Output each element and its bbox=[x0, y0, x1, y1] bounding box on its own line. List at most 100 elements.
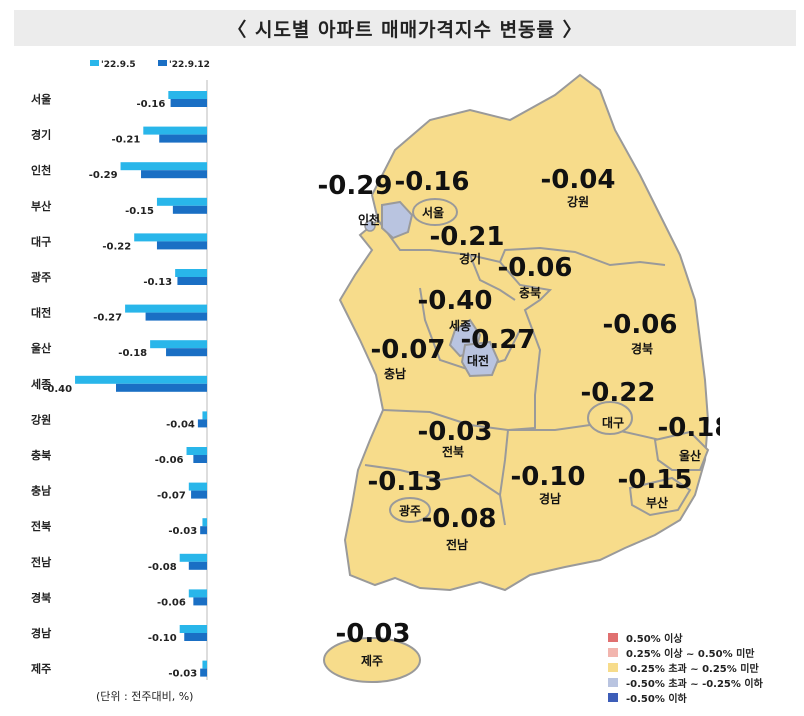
seoul-shape bbox=[412, 198, 458, 226]
data-label: -0.04 bbox=[166, 419, 195, 430]
bar-curr bbox=[200, 668, 207, 677]
region-value: -0.08 bbox=[422, 504, 497, 534]
category-label: 전북 bbox=[31, 519, 51, 533]
region-value: -0.18 bbox=[658, 413, 720, 443]
bar-curr bbox=[156, 241, 207, 250]
category-label: 충남 bbox=[31, 484, 51, 498]
region-value: -0.10 bbox=[511, 462, 586, 492]
legend-row: -0.50% 이하 bbox=[608, 690, 763, 705]
legend-color-swatch bbox=[608, 678, 618, 687]
data-label: -0.29 bbox=[89, 170, 118, 181]
bar-curr bbox=[172, 205, 207, 214]
daegu-shape bbox=[587, 401, 633, 435]
data-label: -0.18 bbox=[118, 348, 147, 359]
bar-prev bbox=[75, 375, 207, 384]
category-label: 제주 bbox=[31, 662, 51, 676]
legend-row: 0.25% 이상 ~ 0.50% 미만 bbox=[608, 645, 763, 660]
bar-prev bbox=[156, 197, 207, 206]
category-label: 경기 bbox=[31, 128, 51, 142]
bar-prev bbox=[125, 304, 207, 313]
map-shapes bbox=[323, 73, 710, 683]
category-label: 광주 bbox=[31, 271, 51, 284]
region-value: -0.06 bbox=[603, 310, 678, 340]
province-borders bbox=[364, 219, 695, 526]
legend-swatch-1 bbox=[90, 60, 99, 66]
region-value: -0.03 bbox=[418, 417, 493, 447]
region-value: -0.13 bbox=[368, 467, 443, 497]
category-label: 경북 bbox=[31, 590, 51, 604]
legend-label: -0.25% 초과 ~ 0.25% 미만 bbox=[626, 664, 759, 675]
region-value: -0.27 bbox=[461, 325, 536, 355]
bar-prev bbox=[168, 91, 207, 99]
category-label: 전남 bbox=[31, 555, 51, 569]
bar-curr bbox=[193, 455, 207, 463]
bar-prev bbox=[186, 447, 207, 455]
category-label: 울산 bbox=[31, 341, 51, 355]
region-value: -0.04 bbox=[541, 165, 616, 195]
region-name: 서울 bbox=[422, 205, 444, 220]
bar-prev bbox=[150, 340, 207, 349]
region-value: -0.07 bbox=[371, 335, 446, 365]
bar-curr bbox=[197, 419, 207, 428]
region-name: 부산 bbox=[646, 495, 668, 510]
category-label: 대구 bbox=[31, 234, 51, 248]
region-name: 울산 bbox=[679, 448, 701, 463]
data-label: -0.21 bbox=[111, 135, 140, 146]
bar-prev bbox=[179, 625, 207, 633]
region-name: 전북 bbox=[442, 444, 464, 459]
incheon-island bbox=[364, 220, 376, 232]
data-label: -0.03 bbox=[168, 669, 197, 680]
region-name: 충남 bbox=[384, 366, 406, 381]
bar-prev bbox=[202, 518, 207, 527]
data-label: -0.08 bbox=[148, 562, 177, 573]
category-label: 대전 bbox=[31, 306, 51, 320]
legend-label-1: '22.9.5 bbox=[101, 60, 136, 70]
bar-prev bbox=[202, 411, 207, 420]
region-value: -0.22 bbox=[581, 378, 656, 408]
region-value: -0.06 bbox=[498, 253, 573, 283]
bar-prev bbox=[143, 126, 207, 135]
legend-label: -0.50% 초과 ~ -0.25% 이하 bbox=[626, 679, 763, 690]
region-value: -0.29 bbox=[318, 171, 393, 201]
bar-curr bbox=[141, 170, 207, 179]
region-name: 전남 bbox=[446, 537, 468, 552]
gwangju-shape bbox=[389, 497, 431, 523]
daejeon-shape bbox=[460, 340, 500, 378]
bar-prev bbox=[175, 269, 207, 277]
bar-curr bbox=[184, 633, 207, 641]
unit-note: (단위 : 전주대비, %) bbox=[96, 690, 194, 703]
legend-label: -0.50% 이하 bbox=[626, 694, 687, 705]
region-value: -0.03 bbox=[336, 619, 411, 649]
data-label: -0.22 bbox=[102, 241, 131, 252]
region-name: 강원 bbox=[567, 195, 589, 209]
data-label: -0.16 bbox=[136, 99, 165, 110]
category-label: 강원 bbox=[31, 412, 51, 426]
legend-row: -0.50% 초과 ~ -0.25% 이하 bbox=[608, 675, 763, 690]
data-label: -0.03 bbox=[168, 526, 197, 537]
incheon-shape bbox=[381, 200, 414, 240]
data-label: -0.15 bbox=[125, 206, 154, 217]
data-label: -0.10 bbox=[148, 633, 177, 644]
region-name: 인천 bbox=[358, 212, 380, 227]
legend-row: 0.50% 이상 bbox=[608, 630, 763, 645]
bar-curr bbox=[159, 134, 207, 143]
data-label: -0.13 bbox=[143, 277, 172, 288]
data-label: -0.06 bbox=[157, 597, 186, 608]
legend-row: -0.25% 초과 ~ 0.25% 미만 bbox=[608, 660, 763, 675]
region-value: -0.40 bbox=[418, 286, 493, 316]
legend-color-swatch bbox=[608, 648, 618, 657]
chart-title-bar: 〈 시도별 아파트 매매가격지수 변동률 〉 bbox=[14, 10, 796, 46]
data-label: -0.40 bbox=[43, 384, 72, 395]
bar-curr bbox=[188, 561, 207, 570]
region-value: -0.16 bbox=[395, 167, 470, 197]
bar-chart: '22.9.5 '22.9.12 서울 -0.16 경기 -0.21 인천 -0.29 부산 -0… bbox=[31, 60, 210, 680]
region-value: -0.21 bbox=[430, 222, 505, 252]
data-label: -0.06 bbox=[155, 455, 184, 466]
region-value: -0.15 bbox=[618, 465, 693, 495]
legend-swatch-2 bbox=[158, 60, 167, 66]
bar-prev bbox=[202, 660, 207, 669]
category-label: 충북 bbox=[31, 448, 51, 462]
bar-prev bbox=[188, 482, 207, 491]
